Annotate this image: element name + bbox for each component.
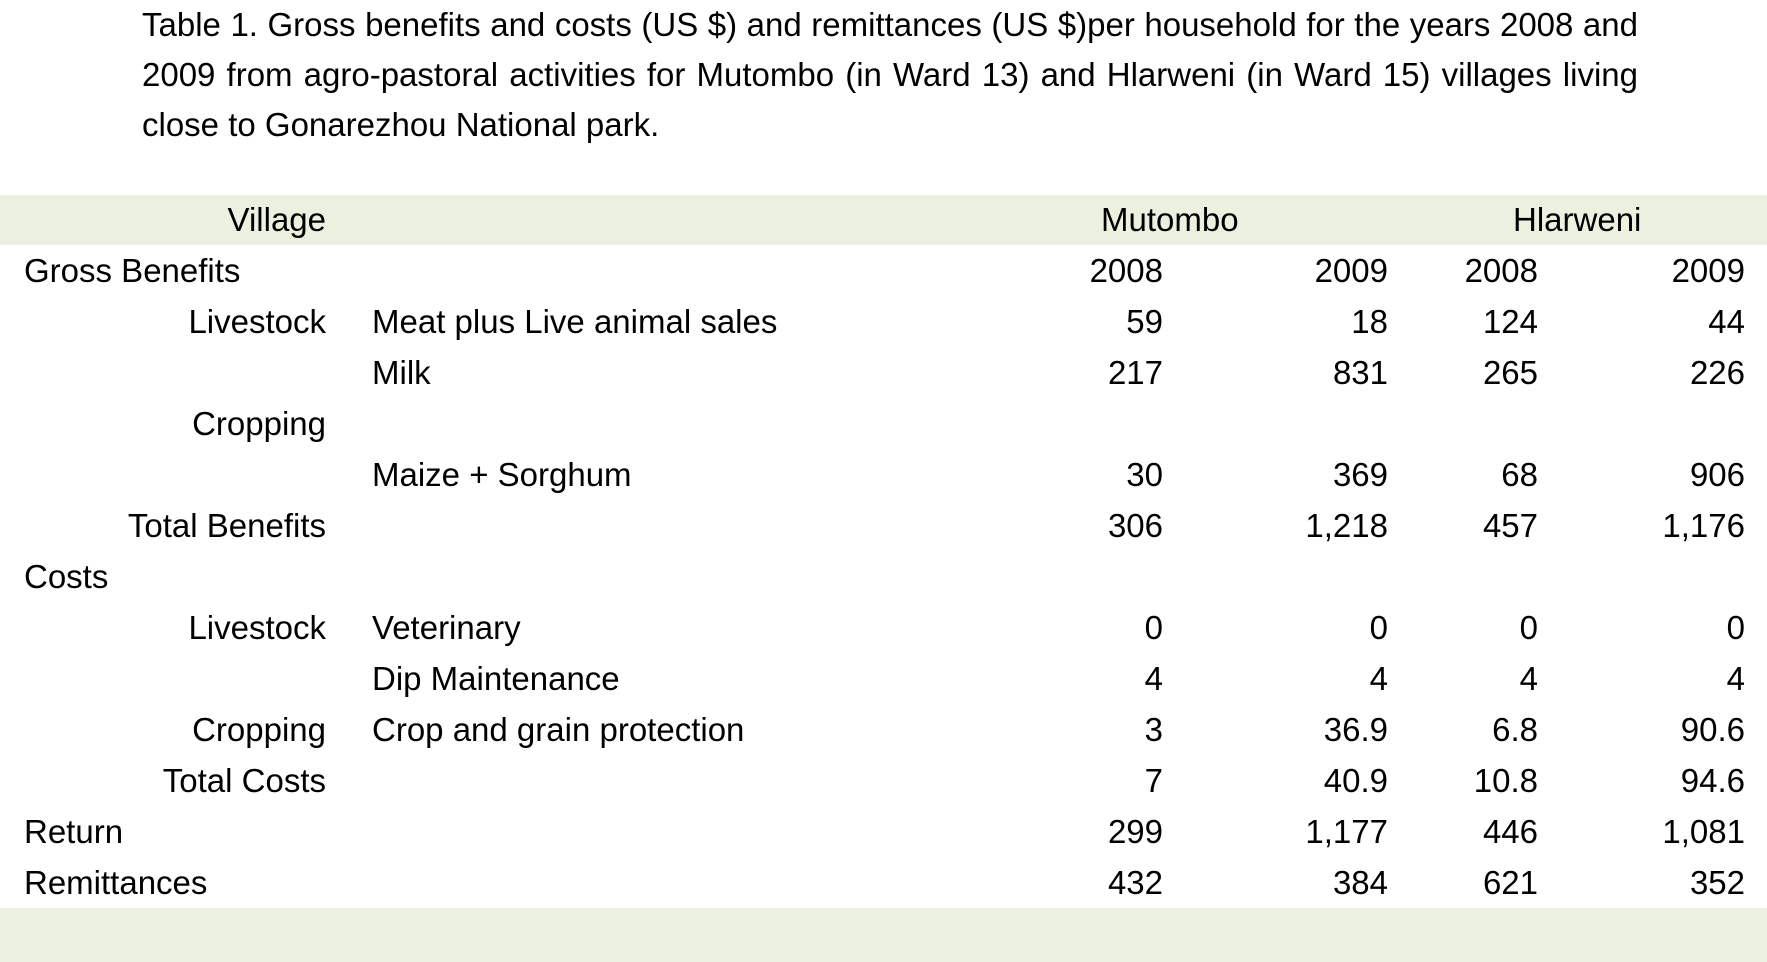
row-label: Remittances	[24, 864, 208, 901]
hlarweni-2009-cell: 0	[1726, 609, 1745, 646]
table-body: Gross Benefits 2008 2009 2008 2009 Livestock M…	[0, 245, 1767, 908]
mutombo-2009-cell: 2009	[1314, 252, 1388, 289]
mutombo-2008-cell: 432	[1107, 864, 1163, 901]
hlarweni-2009-cell: 1,081	[1662, 813, 1745, 850]
hlarweni-2008-cell: 68	[1501, 456, 1538, 493]
mutombo-2008-cell: 30	[1126, 456, 1163, 493]
hlarweni-2008-cell: 10.8	[1473, 762, 1538, 799]
mutombo-2009-cell: 369	[1332, 456, 1388, 493]
row-label: Costs	[24, 558, 109, 595]
table-row: Remittances 432 384 621 352	[0, 857, 1767, 908]
mutombo-2008-cell: 217	[1107, 354, 1163, 391]
hlarweni-2009-cell: 906	[1689, 456, 1745, 493]
table-row: Maize + Sorghum 30 369 68 906	[0, 449, 1767, 500]
table-header-row: Village Mutombo Hlarweni	[0, 195, 1767, 245]
row-sublabel: Crop and grain protection	[372, 711, 745, 748]
mutombo-2009-cell: 4	[1369, 660, 1388, 697]
table-row: Gross Benefits 2008 2009 2008 2009	[0, 245, 1767, 296]
hlarweni-2009-cell: 90.6	[1680, 711, 1745, 748]
mutombo-2009-cell: 18	[1351, 303, 1388, 340]
row-sublabel: Veterinary	[372, 609, 521, 646]
row-sublabel: Meat plus Live animal sales	[372, 303, 778, 340]
hlarweni-2009-cell: 226	[1689, 354, 1745, 391]
table-row: Return 299 1,177 446 1,081	[0, 806, 1767, 857]
mutombo-2008-cell: 299	[1107, 813, 1163, 850]
mutombo-header: Mutombo	[1101, 201, 1239, 238]
row-label: Total Costs	[162, 762, 326, 799]
hlarweni-2009-cell: 4	[1726, 660, 1745, 697]
mutombo-2008-cell: 2008	[1089, 252, 1163, 289]
data-table: Village Mutombo Hlarweni Gross Benefits 2…	[0, 195, 1767, 962]
hlarweni-2009-cell: 2009	[1671, 252, 1745, 289]
mutombo-2008-cell: 306	[1107, 507, 1163, 544]
mutombo-2009-cell: 831	[1332, 354, 1388, 391]
mutombo-2009-cell: 40.9	[1323, 762, 1388, 799]
hlarweni-2008-cell: 621	[1482, 864, 1538, 901]
mutombo-2008-cell: 59	[1126, 303, 1163, 340]
mutombo-2009-cell: 0	[1369, 609, 1388, 646]
table-row: Cropping	[0, 398, 1767, 449]
row-label: Total Benefits	[127, 507, 326, 544]
mutombo-2009-cell: 1,218	[1305, 507, 1388, 544]
table-row: Total Costs 7 40.9 10.8 94.6	[0, 755, 1767, 806]
hlarweni-header: Hlarweni	[1513, 201, 1642, 238]
table-row: Milk 217 831 265 226	[0, 347, 1767, 398]
table-row: Total Benefits 306 1,218 457 1,176	[0, 500, 1767, 551]
hlarweni-2008-cell: 4	[1519, 660, 1538, 697]
row-label: Cropping	[192, 405, 326, 442]
table-row: Livestock Veterinary 0 0 0 0	[0, 602, 1767, 653]
hlarweni-2009-cell: 1,176	[1662, 507, 1745, 544]
table-row: Livestock Meat plus Live animal sales 59 18…	[0, 296, 1767, 347]
table-footer-band	[0, 908, 1767, 962]
mutombo-2009-cell: 384	[1332, 864, 1388, 901]
hlarweni-2008-cell: 446	[1482, 813, 1538, 850]
table-caption: Table 1. Gross benefits and costs (US $)…	[142, 6, 1638, 143]
mutombo-2009-cell: 1,177	[1305, 813, 1388, 850]
hlarweni-2009-cell: 44	[1708, 303, 1745, 340]
hlarweni-2009-cell: 352	[1689, 864, 1745, 901]
table-row: Costs	[0, 551, 1767, 602]
row-sublabel: Milk	[372, 354, 431, 391]
mutombo-2008-cell: 7	[1144, 762, 1163, 799]
row-label: Livestock	[188, 609, 326, 646]
hlarweni-2008-cell: 0	[1519, 609, 1538, 646]
hlarweni-2008-cell: 124	[1482, 303, 1538, 340]
hlarweni-2008-cell: 6.8	[1492, 711, 1538, 748]
mutombo-2009-cell: 36.9	[1323, 711, 1388, 748]
row-label: Gross Benefits	[24, 252, 241, 289]
mutombo-2008-cell: 0	[1144, 609, 1163, 646]
row-sublabel: Maize + Sorghum	[372, 456, 632, 493]
village-header: Village	[227, 201, 326, 238]
table-row: Cropping Crop and grain protection 3 36.9 6.…	[0, 704, 1767, 755]
table-row: Dip Maintenance 4 4 4 4	[0, 653, 1767, 704]
hlarweni-2009-cell: 94.6	[1680, 762, 1745, 799]
mutombo-2008-cell: 4	[1144, 660, 1163, 697]
mutombo-2008-cell: 3	[1144, 711, 1163, 748]
hlarweni-2008-cell: 265	[1482, 354, 1538, 391]
row-label: Cropping	[192, 711, 326, 748]
row-sublabel: Dip Maintenance	[372, 660, 620, 697]
hlarweni-2008-cell: 2008	[1464, 252, 1538, 289]
row-label: Return	[24, 813, 124, 850]
hlarweni-2008-cell: 457	[1482, 507, 1538, 544]
row-label: Livestock	[188, 303, 326, 340]
